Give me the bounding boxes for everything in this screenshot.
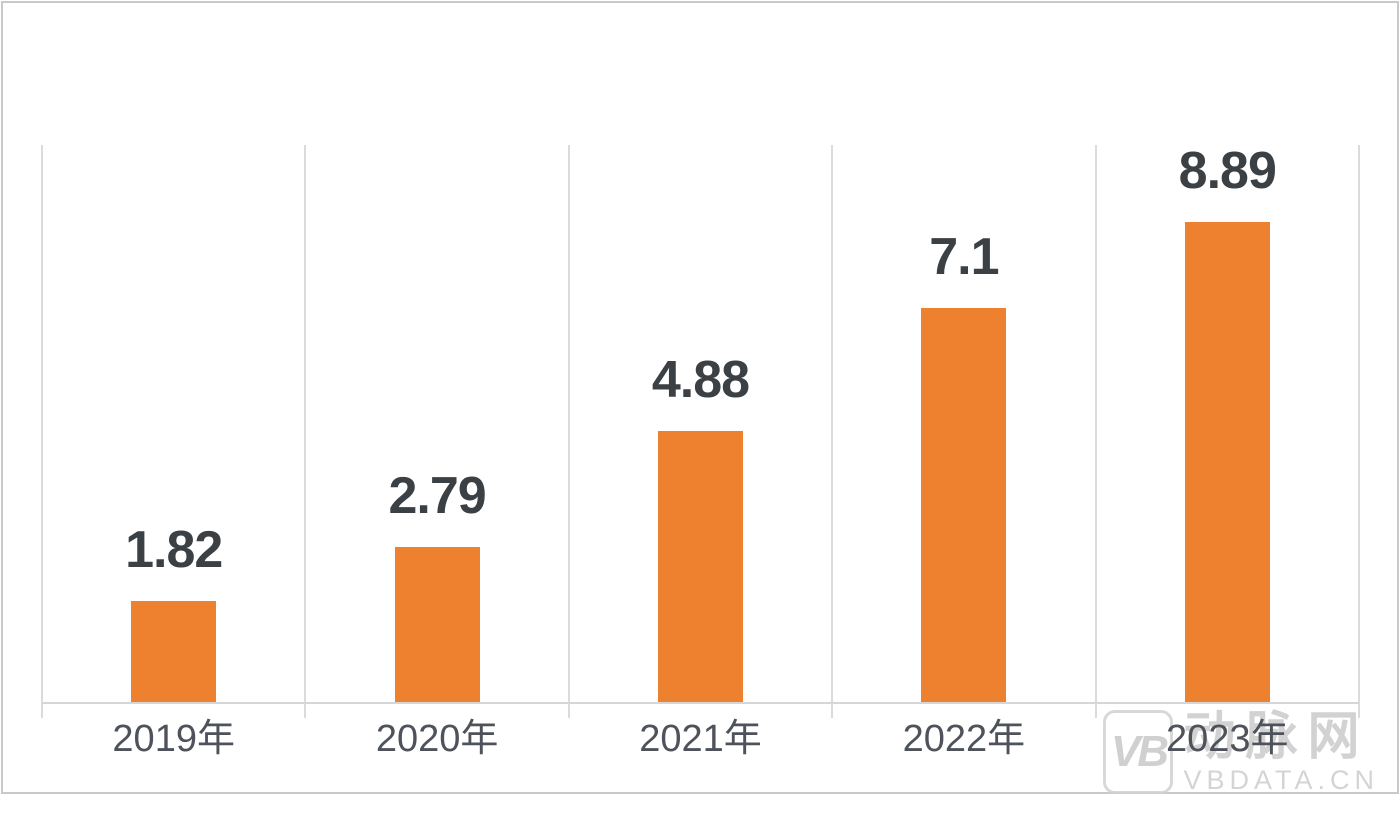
bar-column: 7.1	[832, 145, 1095, 702]
value-label: 8.89	[1178, 142, 1277, 200]
value-label: 4.88	[651, 351, 750, 409]
chart-frame: 1.82 2.79 4.88 7.1 8.89 2019年 2020年 2021年 2022年…	[1, 1, 1399, 794]
value-label: 7.1	[929, 228, 999, 286]
bar-column: 4.88	[569, 145, 832, 702]
watermark-text: 动脉网 VBDATA.CN	[1183, 710, 1379, 794]
vb-logo-icon: VB	[1103, 710, 1174, 794]
x-tick-label: 2022年	[902, 718, 1026, 760]
bar-column: 2.79	[305, 145, 568, 702]
bar	[1184, 222, 1270, 702]
x-tick-label: 2023年	[1166, 718, 1289, 760]
gridline	[1358, 145, 1360, 718]
gridline	[831, 145, 834, 718]
watermark: VB 动脉网 VBDATA.CN	[1103, 710, 1379, 794]
gridline	[304, 145, 307, 718]
x-tick-label: 2020年	[375, 718, 499, 760]
bar	[657, 431, 743, 702]
gridline	[41, 145, 43, 718]
bar-column: 8.89	[1096, 145, 1359, 702]
bar-column: 1.82	[42, 145, 305, 702]
watermark-url: VBDATA.CN	[1183, 764, 1379, 795]
bar	[394, 547, 480, 702]
x-axis-line	[42, 702, 1359, 704]
x-tick-label: 2019年	[112, 718, 235, 760]
value-label: 1.82	[125, 521, 223, 579]
value-label: 2.79	[388, 467, 486, 525]
gridline	[567, 145, 570, 718]
x-tick-label: 2021年	[639, 718, 762, 760]
bar	[131, 601, 217, 702]
bar	[921, 308, 1007, 702]
gridline	[1094, 145, 1097, 718]
watermark-cn-text: 动脉网	[1183, 708, 1370, 767]
